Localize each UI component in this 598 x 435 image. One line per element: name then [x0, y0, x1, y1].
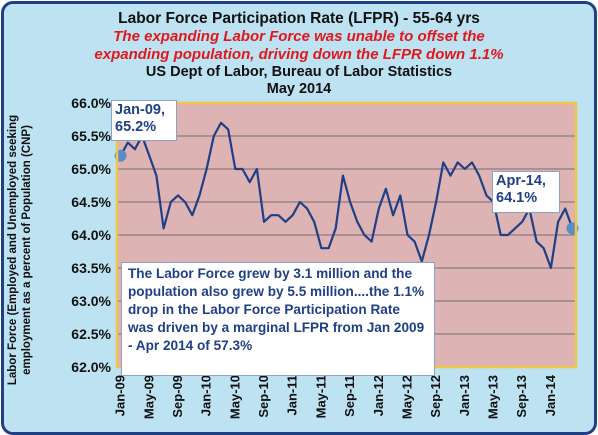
x-tick-label: May-09 [141, 375, 156, 419]
chart-date: May 2014 [266, 81, 332, 97]
x-tick-label: Jan-14 [543, 374, 558, 416]
chart-title: Labor Force Participation Rate (LFPR) - … [118, 10, 480, 27]
y-tick-label: 62.0% [71, 359, 111, 375]
x-tick-label: Sep-13 [514, 375, 529, 418]
y-tick-label: 66.0% [71, 95, 111, 111]
y-tick-label: 63.5% [71, 260, 111, 276]
x-tick-label: Jan-11 [285, 375, 300, 415]
x-tick-label: Jan-12 [371, 375, 386, 416]
end-value-callout: Apr-14, 64.1% [492, 171, 560, 213]
chart-source: US Dept of Labor, Bureau of Labor Statis… [145, 64, 453, 80]
x-tick-label: Sep-11 [342, 375, 357, 417]
x-tick-label: Sep-12 [428, 375, 443, 418]
y-tick-label: 63.0% [71, 293, 111, 309]
y-tick-label: 64.0% [71, 227, 111, 243]
x-tick-label: May-12 [399, 375, 414, 419]
x-tick-label: Sep-09 [170, 375, 185, 418]
x-tick-label: May-13 [486, 375, 501, 419]
start-callout-value: 65.2% [115, 119, 157, 135]
start-value-callout: Jan-09, 65.2% [111, 100, 177, 141]
y-tick-label: 65.5% [71, 128, 111, 144]
x-tick-label: Jan-09 [113, 375, 128, 416]
y-axis-label-line-1: Labor Force (Employed and Unemployed see… [7, 114, 19, 386]
y-axis-label-line-2: employment as a percent of Population (C… [21, 125, 33, 375]
start-callout-date: Jan-09, [115, 102, 165, 118]
chart-subtitle-line-1: The expanding Labor Force was unable to … [113, 28, 485, 45]
x-tick-label: Jan-10 [199, 375, 214, 416]
x-tick-label: Jan-13 [457, 375, 472, 416]
y-tick-label: 65.0% [71, 161, 111, 177]
y-axis-label: Labor Force (Employed and Unemployed see… [6, 50, 34, 432]
series-line [119, 121, 574, 270]
end-callout-value: 64.1% [496, 190, 538, 206]
end-callout-date: Apr-14, [496, 173, 546, 189]
x-tick-label: Sep-10 [256, 375, 271, 418]
chart-subtitle-line-2: expanding population, driving down the L… [94, 46, 504, 63]
y-tick-label: 64.5% [71, 194, 111, 210]
x-tick-label: May-11 [313, 375, 328, 418]
x-tick-label: May-10 [227, 375, 242, 419]
annotation-note: The Labor Force grew by 3.1 million and … [121, 262, 435, 376]
y-tick-label: 62.5% [71, 326, 111, 342]
